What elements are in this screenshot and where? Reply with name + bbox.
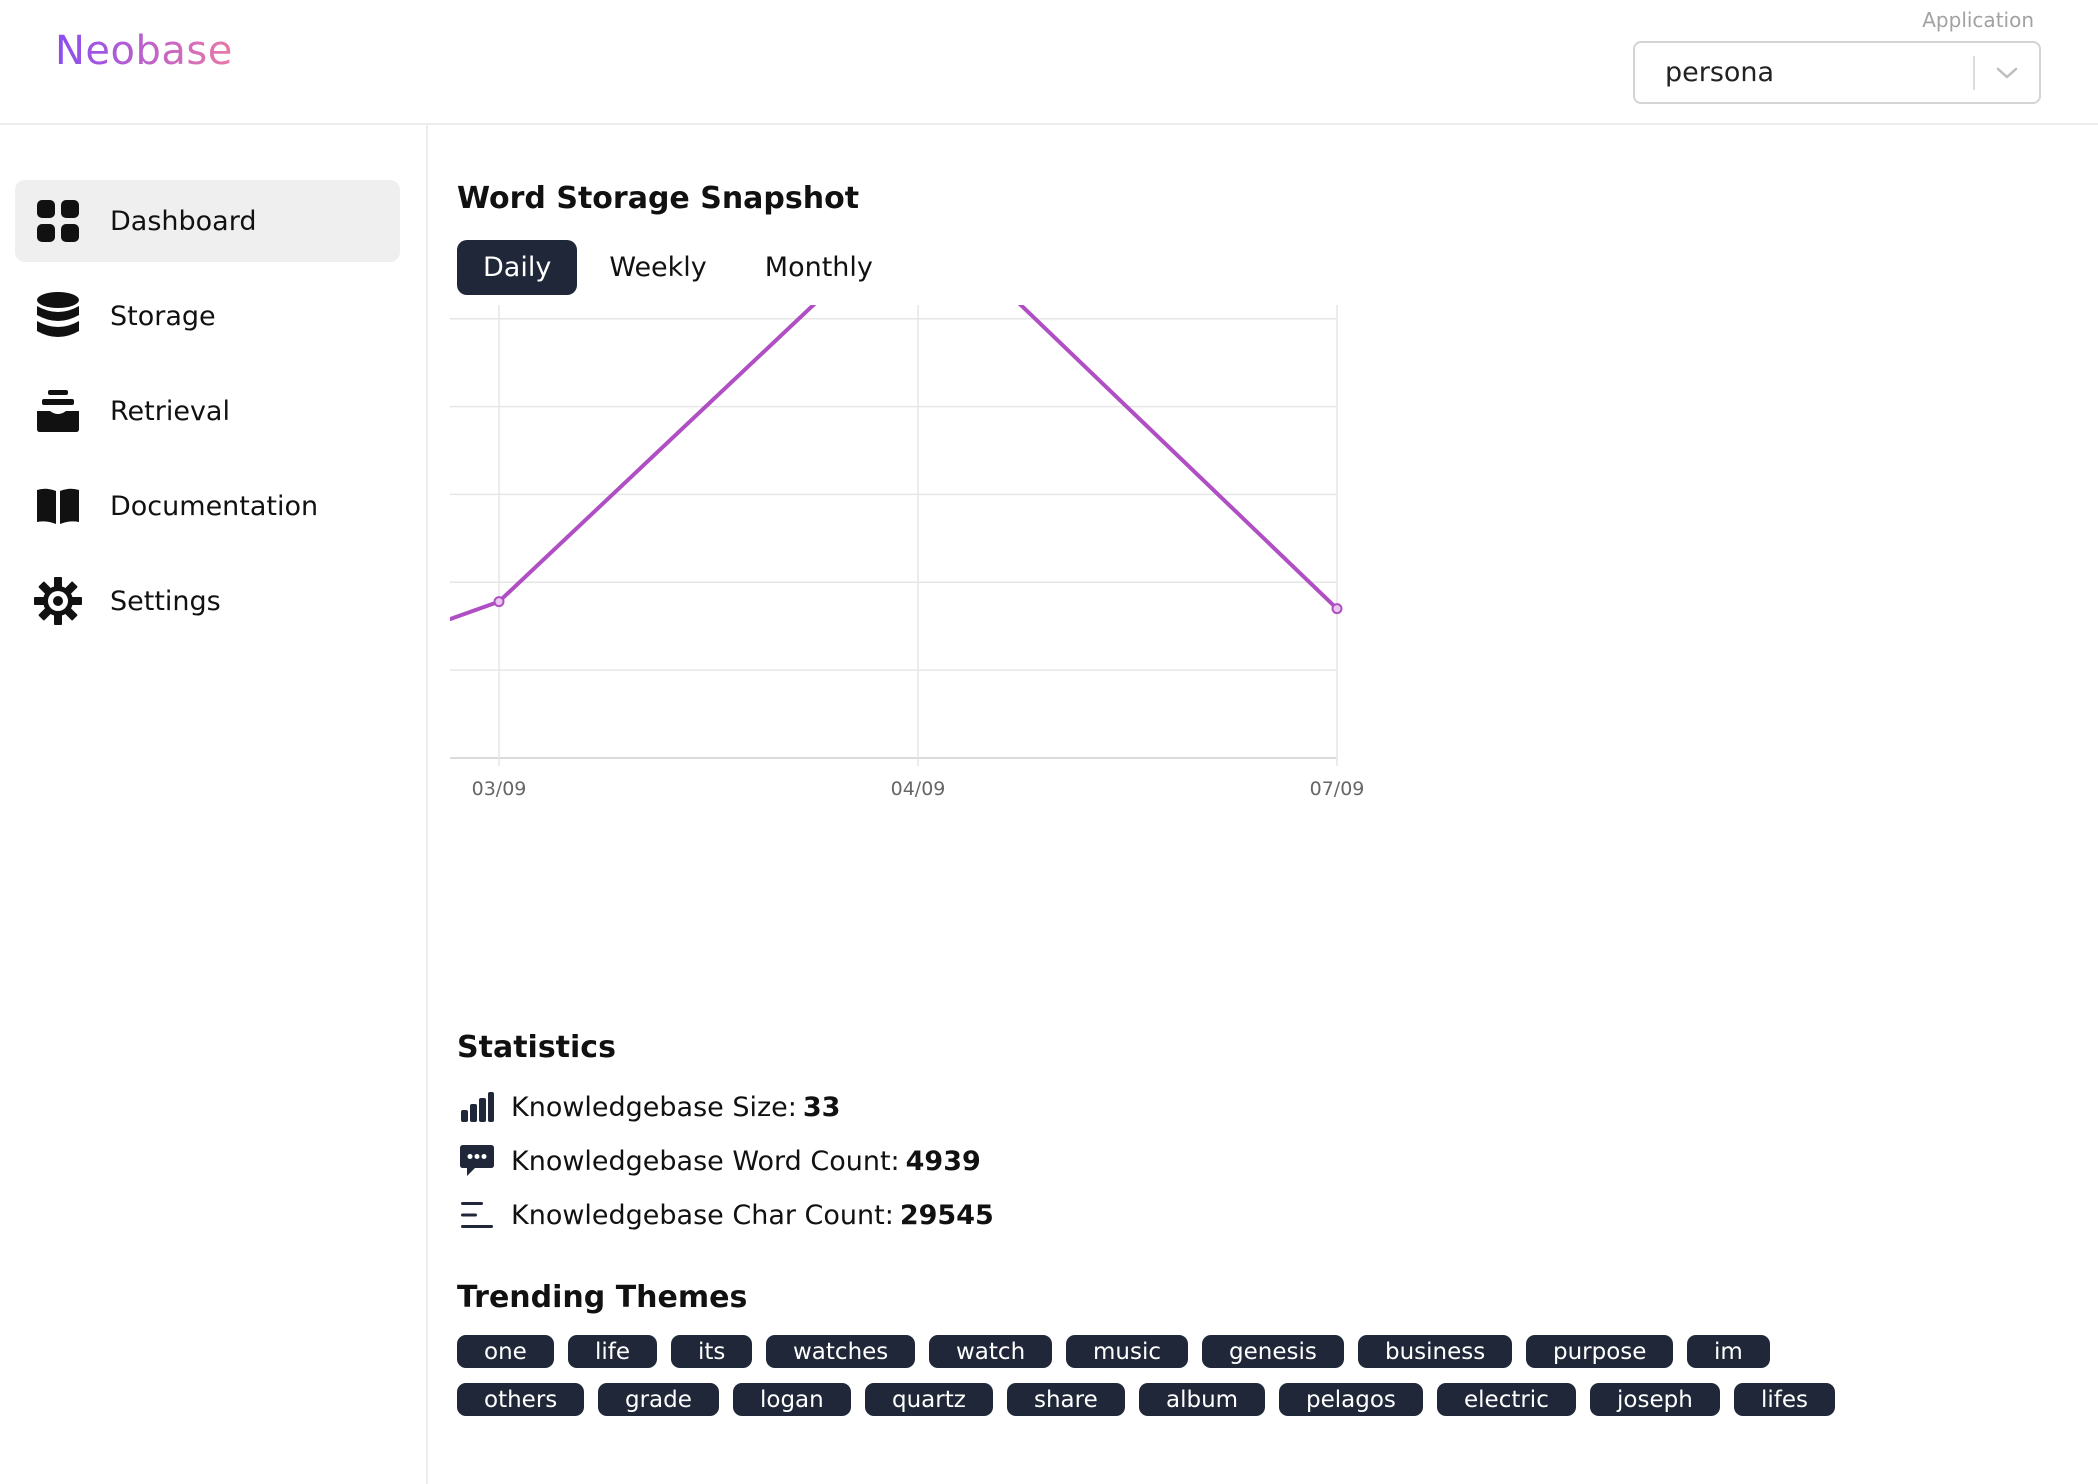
series-line — [450, 305, 1339, 622]
stat-label: Knowledgebase Size: — [511, 1091, 797, 1123]
word-storage-line-chart: 05001,0001,5002,0002,5003,0003,50002/090… — [450, 305, 1365, 800]
statistics-title: Statistics — [457, 1030, 616, 1065]
x-tick-label: 07/09 — [1310, 778, 1365, 800]
sidebar: Dashboard Storage Retrieval — [0, 125, 428, 1484]
sidebar-item-retrieval[interactable]: Retrieval — [15, 370, 400, 452]
sidebar-item-label: Documentation — [110, 490, 319, 522]
stat-char-count: Knowledgebase Char Count: 29545 — [457, 1195, 994, 1235]
sidebar-item-label: Settings — [110, 585, 221, 617]
chevron-down-icon[interactable] — [1975, 66, 2039, 80]
stat-value: 33 — [802, 1091, 841, 1123]
main-content: Word Storage Snapshot Daily Weekly Month… — [430, 125, 2098, 1484]
sidebar-item-dashboard[interactable]: Dashboard — [15, 180, 400, 262]
theme-tag[interactable]: its — [671, 1335, 753, 1368]
theme-tag[interactable]: others — [457, 1383, 585, 1416]
snapshot-title: Word Storage Snapshot — [457, 181, 860, 216]
theme-tag[interactable]: lifes — [1734, 1383, 1836, 1416]
stat-knowledgebase-size: Knowledgebase Size: 33 — [457, 1087, 840, 1127]
theme-tag[interactable]: logan — [733, 1383, 851, 1416]
period-tabs: Daily Weekly Monthly — [457, 240, 905, 295]
theme-tag[interactable]: watches — [766, 1335, 916, 1368]
tab-daily[interactable]: Daily — [457, 240, 578, 295]
x-tick-label: 03/09 — [472, 778, 527, 800]
dashboard-grid-icon — [29, 192, 87, 250]
theme-tag[interactable]: life — [568, 1335, 658, 1368]
data-point — [493, 596, 505, 608]
theme-tag[interactable]: music — [1066, 1335, 1189, 1368]
stat-label: Knowledgebase Word Count: — [511, 1145, 900, 1177]
application-select-value: persona — [1665, 57, 1775, 88]
application-select-label: Application — [1922, 8, 2034, 32]
top-header: Neobase Application persona — [0, 0, 2098, 125]
tab-weekly[interactable]: Weekly — [609, 252, 707, 283]
app-logo[interactable]: Neobase — [55, 28, 233, 74]
stat-value: 4939 — [905, 1145, 981, 1177]
text-lines-icon — [457, 1195, 497, 1235]
tab-monthly[interactable]: Monthly — [764, 252, 873, 283]
sidebar-item-settings[interactable]: Settings — [15, 560, 400, 642]
select-separator — [1973, 55, 1975, 90]
tray-stack-icon — [29, 382, 87, 440]
sidebar-item-storage[interactable]: Storage — [15, 275, 400, 357]
theme-tag[interactable]: genesis — [1202, 1335, 1344, 1368]
theme-tag[interactable]: business — [1358, 1335, 1513, 1368]
sidebar-item-label: Storage — [110, 300, 216, 332]
stat-value: 29545 — [899, 1199, 994, 1231]
database-icon — [29, 287, 87, 345]
trending-themes-title: Trending Themes — [457, 1280, 748, 1315]
theme-tag[interactable]: joseph — [1590, 1383, 1720, 1416]
chat-bubble-icon — [457, 1141, 497, 1181]
x-tick-label: 04/09 — [891, 778, 946, 800]
theme-tag[interactable]: watch — [929, 1335, 1053, 1368]
theme-tag[interactable]: quartz — [865, 1383, 993, 1416]
bar-chart-icon — [457, 1087, 497, 1127]
theme-tag[interactable]: share — [1007, 1383, 1125, 1416]
theme-tag[interactable]: one — [457, 1335, 554, 1368]
theme-tag[interactable]: grade — [598, 1383, 719, 1416]
sidebar-item-documentation[interactable]: Documentation — [15, 465, 400, 547]
stat-word-count: Knowledgebase Word Count: 4939 — [457, 1141, 981, 1181]
open-book-icon — [29, 477, 87, 535]
theme-tag[interactable]: purpose — [1526, 1335, 1674, 1368]
sidebar-item-label: Retrieval — [110, 395, 230, 427]
data-point — [1331, 603, 1343, 615]
theme-tag[interactable]: album — [1139, 1383, 1266, 1416]
application-select[interactable]: persona — [1633, 41, 2041, 104]
theme-tag[interactable]: electric — [1437, 1383, 1576, 1416]
sidebar-item-label: Dashboard — [110, 205, 257, 237]
theme-tag[interactable]: im — [1687, 1335, 1770, 1368]
stat-label: Knowledgebase Char Count: — [511, 1199, 894, 1231]
gear-icon — [29, 572, 87, 630]
theme-tag[interactable]: pelagos — [1279, 1383, 1423, 1416]
